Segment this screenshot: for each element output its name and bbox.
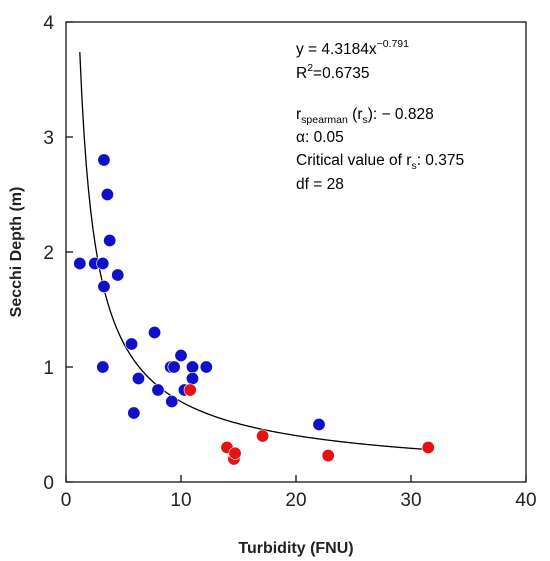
data-point	[183, 383, 197, 397]
data-point	[96, 360, 110, 374]
annotation-box: y = 4.3184x−0.791 R2=0.6735 rspearman (r…	[296, 38, 464, 193]
x-tick-label: 20	[285, 490, 306, 511]
critical-value-text: Critical value of rs: 0.375	[296, 152, 464, 172]
y-tick-label: 1	[43, 358, 54, 379]
data-point	[111, 268, 125, 282]
y-tick-label: 0	[43, 473, 54, 494]
y-tick-label: 2	[43, 243, 54, 264]
spearman-text: rspearman (rs): − 0.828	[296, 106, 434, 126]
data-point	[97, 279, 111, 293]
r-squared-text: R2=0.6735	[296, 62, 370, 82]
x-tick-label: 10	[170, 490, 191, 511]
data-point	[167, 360, 181, 374]
data-point	[165, 394, 179, 408]
y-tick-label: 4	[43, 13, 54, 34]
data-point	[312, 417, 326, 431]
x-axis-title: Turbidity (FNU)	[238, 540, 353, 557]
data-point	[127, 406, 141, 420]
trend-line	[79, 52, 429, 451]
equation-text: y = 4.3184x−0.791	[296, 38, 409, 58]
data-point	[186, 371, 200, 385]
x-tick-label: 0	[61, 490, 72, 511]
axis-ticks	[65, 21, 527, 483]
data-point	[73, 256, 87, 270]
alpha-text: α: 0.05	[296, 129, 344, 146]
x-tick-label: 30	[400, 490, 421, 511]
data-point	[125, 337, 139, 351]
data-point	[256, 429, 270, 443]
data-point	[228, 446, 242, 460]
data-point	[100, 188, 114, 202]
y-axis-title: Secchi Depth (m)	[8, 187, 25, 318]
axis-tick-labels: 0 10 20 30 40 0 1 2 3 4	[43, 13, 536, 511]
data-point	[97, 153, 111, 167]
data-point	[96, 256, 110, 270]
data-point	[148, 325, 162, 339]
x-tick-label: 40	[515, 490, 536, 511]
data-point	[199, 360, 213, 374]
df-text: df = 28	[296, 176, 344, 193]
data-point	[174, 348, 188, 362]
data-point	[421, 440, 435, 454]
data-points	[73, 153, 435, 466]
y-tick-label: 3	[43, 128, 54, 149]
data-point	[186, 360, 200, 374]
data-point	[103, 234, 117, 248]
data-point	[151, 383, 165, 397]
data-point	[131, 371, 145, 385]
data-point	[321, 449, 335, 463]
